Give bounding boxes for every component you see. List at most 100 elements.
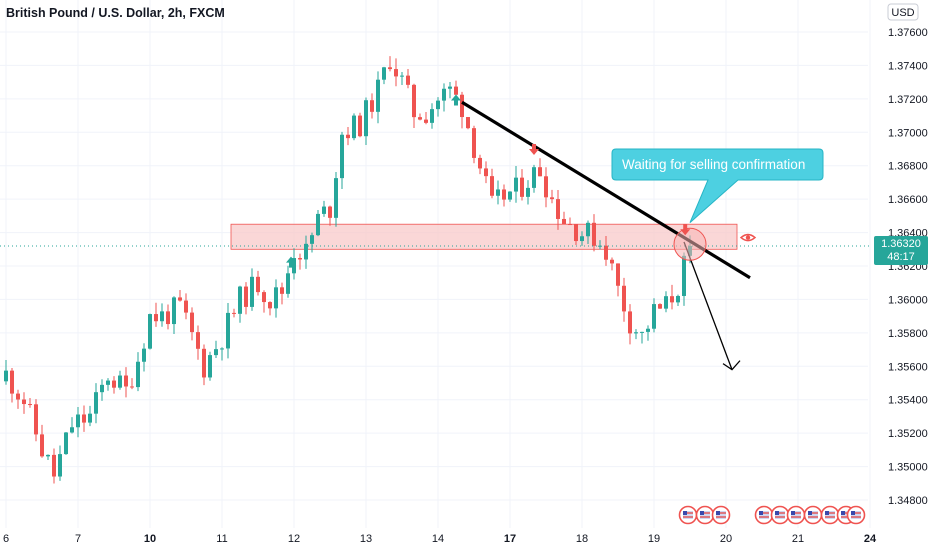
candle-body [382, 67, 386, 80]
candle-body [196, 332, 200, 349]
symbol-title: British Pound / U.S. Dollar, 2h, FXCM [6, 6, 225, 20]
candle-body [172, 297, 176, 325]
time-tick-label: 12 [288, 533, 300, 545]
price-tick-label: 1.37200 [888, 94, 928, 106]
resistance-zone[interactable] [230, 223, 738, 250]
event-flag-icon[interactable] [846, 505, 866, 525]
candle-body [112, 380, 116, 388]
time-tick-label: 19 [648, 533, 660, 545]
price-tick-label: 1.36000 [888, 294, 928, 306]
last-price-value: 1.36320 [881, 238, 921, 250]
candle-body [220, 348, 224, 350]
grid [0, 0, 871, 528]
eye-icon[interactable] [739, 233, 757, 242]
sell-signal-arrow [529, 144, 539, 155]
candle-body [298, 258, 302, 260]
time-tick-label: 20 [720, 533, 732, 545]
candle-body [118, 375, 122, 388]
candle-body [580, 236, 584, 242]
projection-arrowhead [722, 360, 741, 371]
candle-body [52, 454, 56, 477]
candle-body [448, 86, 452, 89]
time-tick-label: 6 [3, 533, 9, 545]
price-tick-label: 1.37400 [888, 60, 928, 72]
candle-body [550, 197, 554, 200]
candle-body [454, 86, 458, 95]
candle-body [310, 235, 314, 244]
candle-body [418, 117, 422, 120]
candle-body [670, 296, 674, 303]
candle-body [142, 348, 146, 362]
candle-body [178, 297, 182, 301]
candle-body [358, 115, 362, 137]
candle-body [346, 134, 350, 139]
candle-body [88, 413, 92, 423]
candle-body [514, 177, 518, 192]
candle-body [190, 312, 194, 333]
candle-body [58, 454, 62, 477]
candle-body [484, 168, 488, 177]
sell-signal-arrow [680, 224, 691, 236]
candle-body [556, 199, 560, 219]
event-flag-icon[interactable] [786, 505, 806, 525]
candle-body [610, 259, 614, 264]
candle-body [34, 404, 38, 435]
annotation-callout[interactable]: Waiting for selling confirmation [611, 148, 824, 223]
candle-body [472, 128, 476, 158]
event-flag-icon[interactable] [754, 505, 774, 525]
price-tick-label: 1.34800 [888, 495, 928, 507]
candle-body [322, 206, 326, 214]
candle-body [226, 312, 230, 349]
economic-events[interactable] [678, 505, 866, 525]
candle-body [412, 84, 416, 118]
candle-body [232, 312, 236, 314]
candle-body [604, 245, 608, 260]
event-flag-icon[interactable] [695, 505, 715, 525]
time-tick-label: 17 [504, 533, 516, 545]
touch-point-highlight[interactable] [673, 227, 707, 261]
candle-body [154, 314, 158, 322]
candle-body [76, 414, 80, 428]
event-flag-icon[interactable] [711, 505, 731, 525]
candle-body [502, 189, 506, 200]
candle-body [136, 361, 140, 388]
price-tick-label: 1.35800 [888, 328, 928, 340]
candle-body [292, 258, 296, 274]
eye-outline [739, 233, 757, 242]
candle-body [628, 311, 632, 334]
candle-body [214, 349, 218, 356]
event-flag-icon[interactable] [770, 505, 790, 525]
callout-text: Waiting for selling confirmation [622, 157, 805, 172]
candle-body [106, 380, 110, 385]
candle-body [160, 311, 164, 322]
signal-markers [286, 94, 691, 268]
last-price-label [874, 235, 928, 265]
candle-body [634, 332, 638, 334]
projection-arrow[interactable] [683, 241, 733, 370]
candle-body [562, 218, 566, 225]
candle-body [640, 331, 644, 333]
currency-badge[interactable] [887, 3, 919, 21]
candle-body [676, 295, 680, 303]
price-tick-label: 1.37600 [888, 27, 928, 39]
eye-pupil [745, 235, 751, 240]
candle-body [520, 177, 524, 197]
candle-body [592, 222, 596, 246]
time-tick-label: 7 [75, 533, 81, 545]
candle-body [130, 386, 134, 388]
price-tick-label: 1.37000 [888, 127, 928, 139]
candle-body [490, 176, 494, 196]
candle-body [466, 117, 470, 129]
event-flag-icon[interactable] [678, 505, 698, 525]
currency-label: USD [891, 7, 914, 19]
candle-body [400, 75, 404, 77]
candle-body [544, 176, 548, 198]
bar-countdown: 48:17 [887, 251, 915, 263]
event-flag-icon[interactable] [803, 505, 823, 525]
candle-body [184, 300, 188, 313]
event-flag-icon[interactable] [820, 505, 840, 525]
candles [4, 56, 692, 484]
candle-body [424, 119, 428, 123]
candle-body [274, 287, 278, 309]
